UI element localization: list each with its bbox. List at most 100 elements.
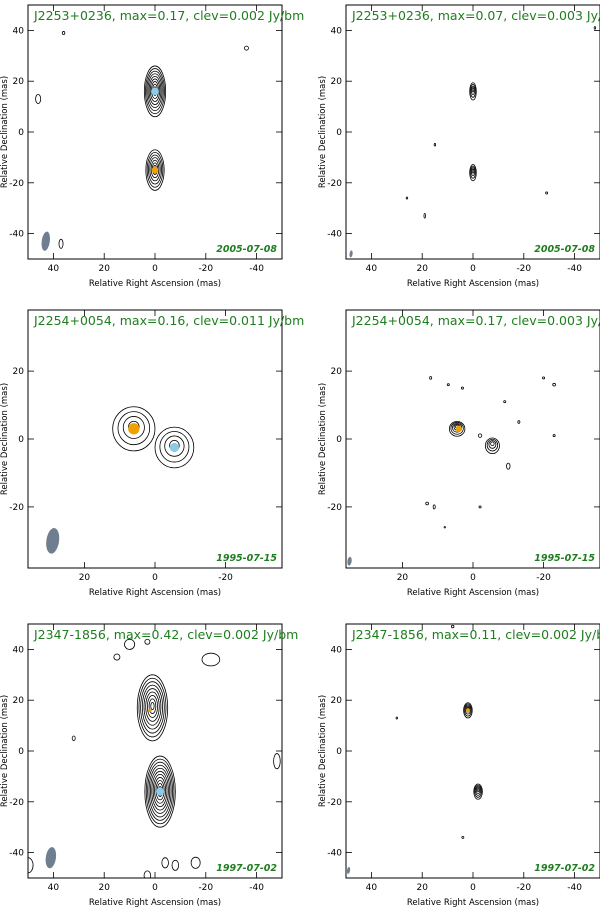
contour-speck	[201, 652, 221, 667]
y-tick-label: -40	[9, 849, 24, 859]
contour-line	[141, 684, 164, 730]
contour-speck	[425, 501, 429, 506]
y-axis-label: Relative Declination (mas)	[318, 76, 328, 188]
contour-line	[148, 154, 162, 185]
contour-line	[490, 441, 495, 447]
panel-date: 1997-07-02	[216, 863, 277, 874]
x-tick-label: 0	[470, 264, 476, 274]
x-tick-label: 20	[98, 883, 110, 893]
y-tick-label: 20	[331, 696, 343, 706]
x-tick-label: -20	[516, 264, 531, 274]
x-axis-label: Relative Right Ascension (mas)	[89, 279, 221, 289]
panel-date: 2005-07-08	[534, 244, 595, 255]
blue-component-marker	[151, 87, 159, 96]
contour-source	[469, 164, 477, 182]
contour-line	[149, 767, 171, 814]
panel-frame	[27, 623, 283, 879]
plot-area	[35, 31, 249, 251]
beam-ellipse	[46, 528, 60, 554]
plot-area	[46, 406, 195, 554]
contour-line	[471, 87, 475, 93]
panel-frame	[345, 4, 600, 260]
contour-speck	[552, 434, 556, 438]
x-tick-label: 20	[397, 573, 409, 583]
contour-line	[470, 165, 476, 179]
orange-component-marker	[148, 708, 152, 713]
contour-line	[484, 437, 500, 454]
contour-line	[144, 755, 176, 828]
contour-line	[469, 82, 477, 101]
y-tick-label: 0	[336, 747, 342, 757]
panel-5: 40 20 0 -20 -40 40 20 0 -20 -40 Relative Right Asc…	[0, 623, 298, 908]
x-tick-label: -40	[567, 264, 582, 274]
contour-line	[148, 75, 162, 105]
contour-speck	[395, 716, 398, 720]
contour-speck	[517, 420, 521, 424]
contour-line	[473, 783, 483, 800]
y-tick-label: -40	[9, 230, 24, 240]
contour-speck	[113, 653, 121, 661]
orange-component-marker	[151, 166, 159, 174]
contour-speck	[171, 859, 180, 871]
x-tick-label: -20	[218, 573, 233, 583]
orange-component-marker	[465, 708, 470, 713]
contour-source	[154, 426, 195, 469]
contour-line	[117, 411, 151, 446]
contour-speck	[124, 638, 136, 650]
y-tick-label: -20	[327, 179, 342, 189]
beam-ellipse	[41, 231, 51, 251]
contour-line	[147, 73, 163, 109]
x-tick-label: -40	[249, 264, 264, 274]
y-tick-label: 0	[18, 435, 24, 445]
panel-frame	[345, 309, 600, 569]
panel-6: 40 20 0 -20 -40 40 20 0 -20 -40 Relative Right Asc…	[318, 623, 600, 908]
contour-line	[136, 674, 169, 742]
contour-speck	[460, 386, 464, 390]
x-tick-label: -20	[198, 264, 213, 274]
contour-line	[450, 421, 464, 435]
contour-speck	[443, 526, 446, 529]
x-tick-label: -40	[567, 883, 582, 893]
x-axis-label: Relative Right Ascension (mas)	[89, 588, 221, 598]
orange-component-marker	[128, 423, 140, 435]
contour-line	[145, 149, 165, 191]
contour-speck	[478, 505, 482, 509]
y-tick-label: 20	[331, 77, 343, 87]
contour-line	[143, 65, 167, 118]
contour-speck	[432, 504, 436, 510]
x-tick-label: 0	[470, 573, 476, 583]
contour-speck	[244, 45, 249, 51]
panel-2: 40 20 0 -20 -40 40 20 0 -20 -40 Relative Right Asc…	[318, 4, 600, 289]
contour-line	[143, 688, 162, 726]
y-tick-label: -20	[327, 503, 342, 513]
contour-speck	[28, 857, 34, 874]
contour-line	[145, 758, 175, 825]
panel-date: 1997-07-02	[534, 863, 595, 874]
contour-speck	[143, 870, 152, 878]
y-tick-label: 20	[13, 77, 25, 87]
y-tick-label: 40	[331, 26, 343, 36]
contour-line	[146, 151, 164, 188]
contour-line	[470, 83, 476, 98]
contour-source	[473, 783, 483, 800]
y-axis-label: Relative Declination (mas)	[0, 76, 10, 188]
x-tick-label: 20	[416, 883, 428, 893]
contour-line	[147, 761, 173, 821]
contour-line	[475, 786, 481, 794]
x-tick-label: 40	[366, 264, 378, 274]
y-tick-label: 40	[13, 26, 25, 36]
contour-line	[470, 85, 476, 96]
contour-speck	[423, 213, 426, 219]
contour-speck	[593, 26, 597, 30]
x-tick-label: 0	[152, 883, 158, 893]
contour-line	[150, 159, 160, 179]
panel-title: J2253+0236, max=0.17, clev=0.002 Jy/bm	[33, 8, 304, 23]
contour-line	[155, 780, 165, 801]
contour-line	[140, 681, 165, 734]
y-tick-label: -20	[9, 503, 24, 513]
contour-line	[470, 167, 476, 177]
panel-frame	[27, 309, 283, 569]
contour-speck	[35, 94, 42, 104]
beam-ellipse	[347, 556, 352, 566]
